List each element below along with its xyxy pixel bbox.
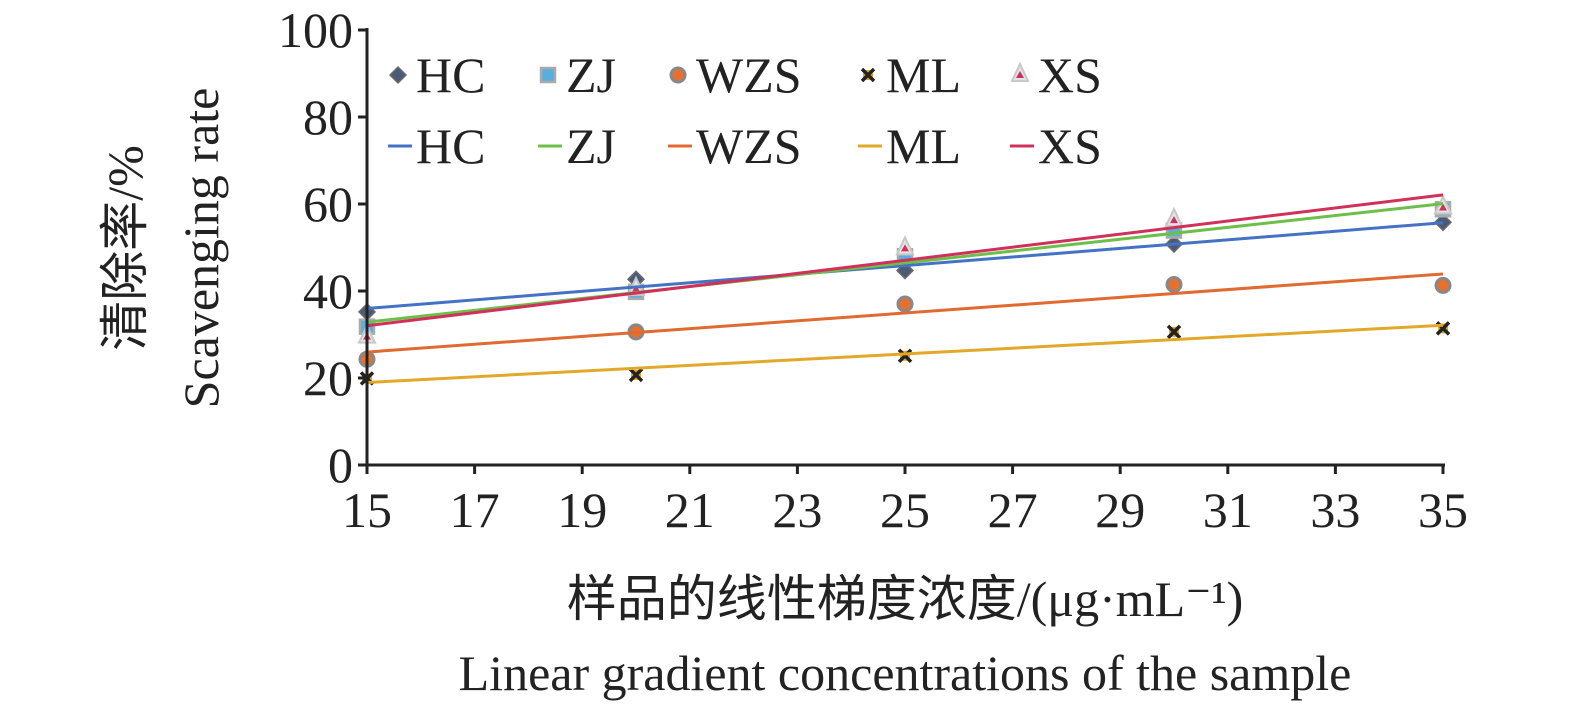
trendline-hc xyxy=(366,221,1444,310)
trendline-wzs xyxy=(366,272,1444,354)
data-point-wzs xyxy=(1165,275,1183,293)
x-icon xyxy=(860,67,876,83)
x-tick-label: 17 xyxy=(450,482,500,538)
circle-icon xyxy=(1434,276,1452,294)
x-tick-label: 25 xyxy=(880,482,930,538)
triangle-inner xyxy=(901,244,909,252)
x-tick-label: 19 xyxy=(557,482,607,538)
x-tick-label: 35 xyxy=(1418,482,1468,538)
trendline-ml xyxy=(366,323,1444,385)
circle-icon xyxy=(1165,275,1183,293)
legend-marker-zj xyxy=(539,66,557,84)
legend-trend-label-hc: HC xyxy=(416,118,485,174)
square-icon xyxy=(539,66,557,84)
data-point-wzs xyxy=(1434,276,1452,294)
x-axis-title-cn: 样品的线性梯度浓度/(μg·mL⁻¹) xyxy=(567,571,1243,627)
x-icon xyxy=(897,348,913,364)
x-tick-label: 27 xyxy=(988,482,1038,538)
data-point-ml xyxy=(897,348,913,364)
y-tick-label: 60 xyxy=(303,176,353,232)
triangle-inner xyxy=(1170,216,1178,224)
x-axis-title-en: Linear gradient concentrations of the sa… xyxy=(459,645,1352,701)
legend-trend-label-wzs: WZS xyxy=(696,118,802,174)
circle-icon xyxy=(896,295,914,313)
y-tick-label: 80 xyxy=(303,89,353,145)
legend-label-wzs: WZS xyxy=(696,47,802,103)
plot-area xyxy=(357,193,1453,386)
legend-marker-xs xyxy=(1010,61,1030,82)
legend-label-zj: ZJ xyxy=(566,47,616,103)
x-tick-label: 23 xyxy=(772,482,822,538)
legend-trend-label-zj: ZJ xyxy=(566,118,616,174)
data-point-xs xyxy=(895,235,915,256)
y-tick-label: 20 xyxy=(303,350,353,406)
data-point-xs xyxy=(1164,206,1184,228)
triangle-inner xyxy=(1439,203,1447,211)
x-tick-label: 15 xyxy=(342,482,392,538)
axes: 0 20 40 60 80 100 15 17 19 21 23 25 27 29 31 33 35 xyxy=(278,2,1468,538)
legend-label-hc: HC xyxy=(416,47,485,103)
x-tick-label: 33 xyxy=(1310,482,1360,538)
legend-marker-wzs xyxy=(669,66,687,84)
trendline-xs xyxy=(366,193,1444,328)
data-point-hc xyxy=(1433,213,1453,232)
y-axis-title-en: Scavenging rate xyxy=(173,88,229,409)
y-tick-label: 100 xyxy=(278,2,353,58)
data-point-ml xyxy=(1166,324,1182,340)
x-tick-label: 31 xyxy=(1203,482,1253,538)
data-point-ml xyxy=(628,367,644,383)
x-icon xyxy=(628,367,644,383)
triangle-inner xyxy=(1016,71,1024,78)
legend-marker-ml xyxy=(860,67,876,83)
legend-trend-label-xs: XS xyxy=(1038,118,1102,174)
legend-label-ml: ML xyxy=(886,47,961,103)
legend: HC HC ZJ ZJ WZS WZS ML ML XS XS xyxy=(388,47,1102,174)
x-tick-label: 21 xyxy=(665,482,715,538)
y-tick-label: 40 xyxy=(303,263,353,319)
legend-trend-label-ml: ML xyxy=(886,118,961,174)
legend-marker-hc xyxy=(388,65,408,85)
legend-label-xs: XS xyxy=(1038,47,1102,103)
diamond-icon xyxy=(388,65,408,85)
y-tick-label: 0 xyxy=(328,437,353,493)
x-icon xyxy=(1166,324,1182,340)
diamond-icon xyxy=(1433,213,1453,232)
data-point-wzs xyxy=(896,295,914,313)
x-tick-label: 29 xyxy=(1095,482,1145,538)
y-axis-title-cn: 清除率/% xyxy=(97,145,153,351)
circle-icon xyxy=(669,66,687,84)
